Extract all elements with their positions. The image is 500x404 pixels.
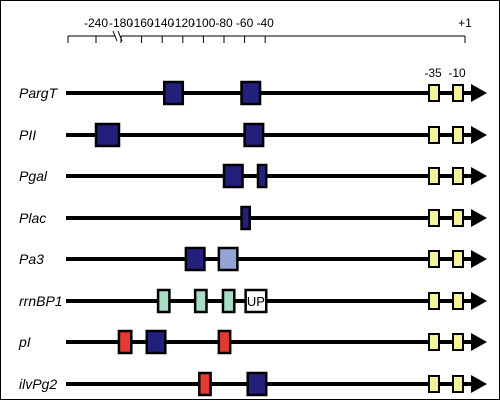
scale-break-mark (112, 30, 118, 42)
core-element-box (452, 167, 464, 185)
promoter-label: Pgal (19, 168, 48, 184)
promoter-rows: PargT PII Pgal Plac Pa3 rrnBP1 UP pI ilvPg2 (18, 80, 487, 397)
scale-tick-label: -240 (84, 16, 108, 30)
promoter-row: ilvPg2 (19, 371, 487, 397)
scale-tick-label: -160 (130, 16, 154, 30)
binding-site-box (217, 329, 232, 355)
promoter-row: Plac (19, 205, 487, 231)
binding-site-box (221, 288, 236, 314)
core-element-box (428, 333, 440, 351)
binding-site-box (193, 288, 208, 314)
transcription-start-arrow (471, 292, 487, 310)
core-element-box (452, 250, 464, 268)
binding-site-box (94, 122, 121, 148)
binding-site-box (222, 163, 244, 189)
binding-site-box (243, 122, 265, 148)
scale-tick-label: -60 (236, 16, 254, 30)
transcription-start-arrow (471, 375, 487, 393)
transcription-start-arrow (471, 126, 487, 144)
binding-site-box (246, 371, 268, 397)
core-element-box (428, 84, 440, 102)
core-element-box (428, 292, 440, 310)
promoter-label: ilvPg2 (19, 376, 57, 392)
scale-tick-label: -40 (257, 16, 275, 30)
promoter-label: PargT (19, 85, 59, 101)
promoter-label: Pa3 (19, 251, 44, 267)
binding-site-box (240, 205, 251, 231)
binding-site-box (217, 246, 239, 272)
promoter-row: Pgal (19, 163, 487, 189)
core-element-box (428, 375, 440, 393)
promoter-row: rrnBP1 UP (19, 288, 487, 314)
binding-site-box (244, 288, 268, 314)
position-scale: -240 -180-160-140-120-100 -80 -60 -40 +1 -35 -1… (67, 16, 472, 80)
core-element-label: -10 (448, 66, 466, 80)
core-element-box (428, 250, 440, 268)
core-element-box (452, 209, 464, 227)
scale-tick-label: -140 (150, 16, 174, 30)
promoter-row: PII (19, 122, 487, 148)
binding-site-box (163, 80, 185, 106)
promoter-label: rrnBP1 (19, 293, 63, 309)
binding-site-box (256, 163, 268, 189)
scale-tick-label: +1 (458, 16, 472, 30)
core-element-box (428, 167, 440, 185)
binding-site-box (117, 329, 133, 355)
core-element-box (452, 292, 464, 310)
core-element-box (452, 333, 464, 351)
core-element-box (452, 84, 464, 102)
core-element-label: -35 (424, 66, 442, 80)
core-element-box (452, 375, 464, 393)
transcription-start-arrow (471, 167, 487, 185)
scale-tick-label: -80 (215, 16, 233, 30)
scale-tick-label: -180 (109, 16, 133, 30)
core-element-box (452, 126, 464, 144)
transcription-start-arrow (471, 84, 487, 102)
binding-site-box (184, 246, 206, 272)
transcription-start-arrow (471, 250, 487, 268)
binding-site-box (156, 288, 171, 314)
promoter-row: pI (18, 329, 487, 355)
binding-site-box (145, 329, 167, 355)
binding-site-box (240, 80, 262, 106)
scale-tick-label: -120 (171, 16, 195, 30)
promoter-label: PII (19, 127, 36, 143)
promoter-row: PargT (19, 80, 487, 106)
core-element-box (428, 209, 440, 227)
promoter-label: pI (18, 334, 31, 350)
transcription-start-arrow (471, 333, 487, 351)
up-element-label: UP (247, 294, 265, 309)
transcription-start-arrow (471, 209, 487, 227)
scale-tick-label: -100 (191, 16, 215, 30)
binding-site-box (198, 371, 212, 397)
promoter-row: Pa3 (19, 246, 487, 272)
core-element-box (428, 126, 440, 144)
promoter-label: Plac (19, 210, 46, 226)
